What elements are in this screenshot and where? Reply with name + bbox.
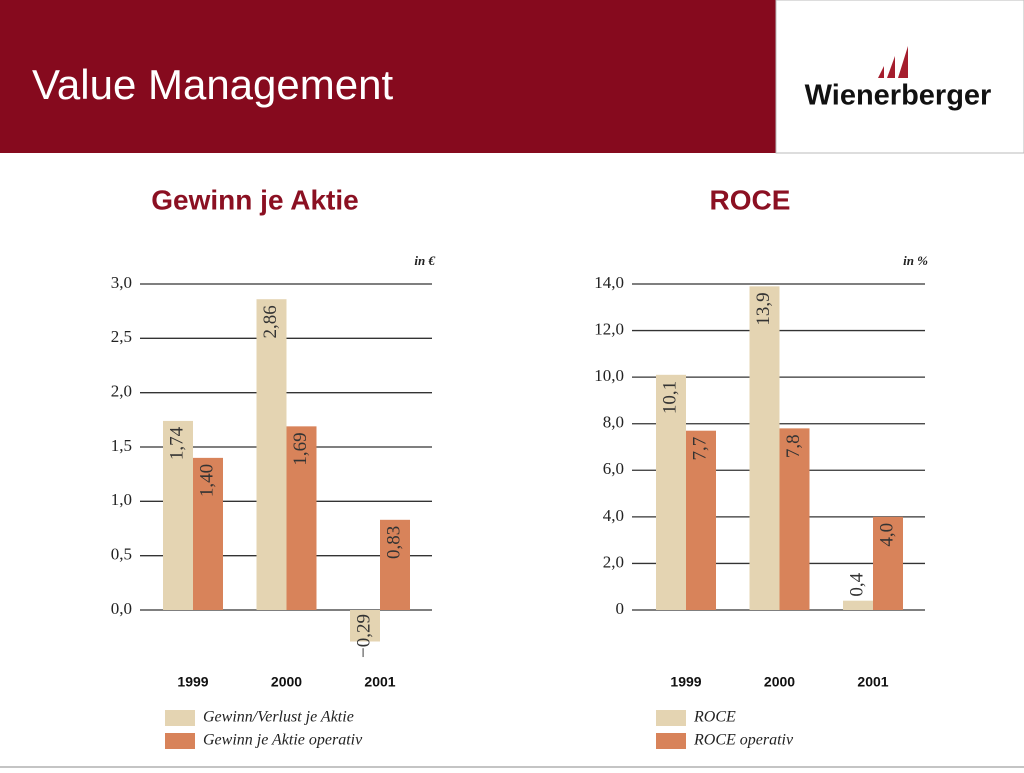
y-tick-label: 4,0 <box>603 506 624 525</box>
x-tick-label: 2000 <box>271 674 302 690</box>
value-label: 7,7 <box>689 437 710 461</box>
legend-swatch <box>165 710 195 726</box>
x-tick-label: 2001 <box>857 674 888 690</box>
bar <box>286 426 317 610</box>
value-label: 0,83 <box>383 526 404 559</box>
bar <box>350 610 380 642</box>
value-label: −0,29 <box>353 614 374 658</box>
y-tick-label: 2,5 <box>111 327 132 346</box>
y-tick-label: 1,5 <box>111 436 132 455</box>
y-tick-label: 8,0 <box>603 413 624 432</box>
y-tick-label: 2,0 <box>111 382 132 401</box>
legend-swatch <box>656 733 686 749</box>
legend-label: Gewinn je Aktie operativ <box>203 732 363 749</box>
x-tick-label: 1999 <box>177 674 208 690</box>
legend-label: Gewinn/Verlust je Aktie <box>203 709 354 726</box>
legend-swatch <box>656 710 686 726</box>
legend-label: ROCE operativ <box>693 732 794 749</box>
bar <box>686 430 716 610</box>
y-tick-label: 1,0 <box>111 490 132 509</box>
y-tick-label: 2,0 <box>603 552 624 571</box>
y-tick-label: 0 <box>616 599 625 618</box>
logo-mark <box>878 46 908 78</box>
bar <box>843 600 873 610</box>
value-label: 1,74 <box>166 426 187 460</box>
value-label: 0,4 <box>846 572 867 596</box>
x-tick-label: 1999 <box>670 674 701 690</box>
y-tick-label: 3,0 <box>111 273 132 292</box>
bar <box>749 286 780 610</box>
y-tick-label: 0,0 <box>111 599 132 618</box>
value-label: 10,1 <box>659 381 680 414</box>
value-label: 4,0 <box>876 523 897 547</box>
bar <box>256 299 287 610</box>
x-tick-label: 2000 <box>764 674 795 690</box>
y-tick-label: 6,0 <box>603 459 624 478</box>
slide-title: Value Management <box>32 61 393 108</box>
unit-label: in € <box>414 253 435 268</box>
value-label: 13,9 <box>753 292 774 325</box>
x-tick-label: 2001 <box>364 674 395 690</box>
bar <box>380 519 410 610</box>
chart-title: Gewinn je Aktie <box>151 184 358 215</box>
y-tick-label: 12,0 <box>594 319 624 338</box>
value-label: 2,86 <box>260 305 281 338</box>
legend-label: ROCE <box>693 709 736 726</box>
value-label: 1,69 <box>290 432 311 465</box>
logo-text: Wienerberger <box>805 80 992 112</box>
y-tick-label: 0,5 <box>111 545 132 564</box>
header-band <box>0 0 776 153</box>
y-tick-label: 10,0 <box>594 366 624 385</box>
unit-label: in % <box>903 253 928 268</box>
bar <box>873 516 903 610</box>
bar <box>656 374 686 610</box>
chart-title: ROCE <box>710 184 791 215</box>
y-tick-label: 14,0 <box>594 273 624 292</box>
bar <box>163 420 193 610</box>
bar <box>193 457 223 610</box>
legend-swatch <box>165 733 195 749</box>
bar <box>779 428 810 610</box>
value-label: 7,8 <box>783 434 804 458</box>
value-label: 1,40 <box>196 464 217 497</box>
